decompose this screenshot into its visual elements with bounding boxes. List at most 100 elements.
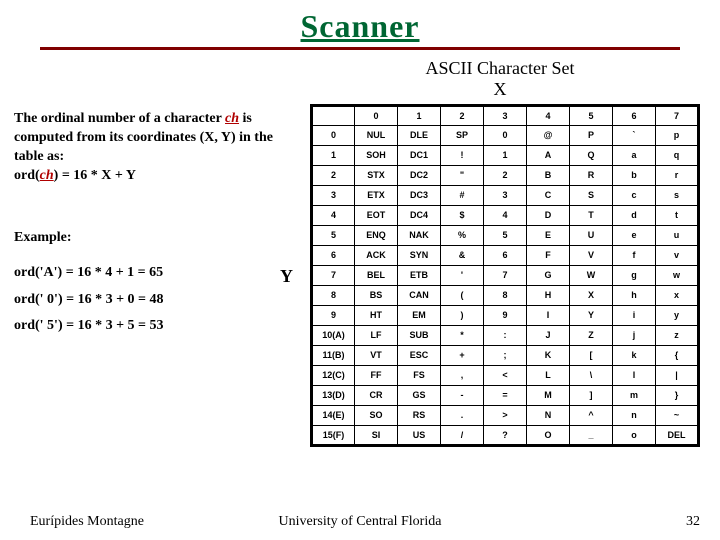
table-cell: X [570,286,613,306]
table-cell: ` [613,126,656,146]
table-cell: ^ [570,406,613,426]
table-row: 2STXDC2"2BRbr [312,166,699,186]
title-area: Scanner [0,0,720,50]
table-cell: N [527,406,570,426]
table-cell: % [441,226,484,246]
table-row: 1SOHDC1!1AQaq [312,146,699,166]
example-3: ord(' 5') = 16 * 3 + 5 = 53 [14,313,164,340]
table-row: 3ETXDC3#3CScs [312,186,699,206]
table-cell: - [441,386,484,406]
table-cell: Q [570,146,613,166]
table-row: 13(D)CRGS-=M]m} [312,386,699,406]
table-cell: ETB [398,266,441,286]
table-cell: NUL [355,126,398,146]
row-header: 2 [312,166,355,186]
table-cell: ENQ [355,226,398,246]
table-cell: A [527,146,570,166]
subtitle-line1: ASCII Character Set [310,58,690,79]
table-cell: $ [441,206,484,226]
table-cell: SOH [355,146,398,166]
table-cell: 4 [484,206,527,226]
table-cell: v [656,246,699,266]
table-cell: | [656,366,699,386]
table-cell: [ [570,346,613,366]
table-cell: H [527,286,570,306]
table-cell: O [527,426,570,446]
table-cell: < [484,366,527,386]
table-cell: F [527,246,570,266]
table-row: 4EOTDC4$4DTdt [312,206,699,226]
table-cell: _ [570,426,613,446]
table-cell: DC2 [398,166,441,186]
table-cell: 0 [484,126,527,146]
table-cell: 5 [484,226,527,246]
table-cell: EOT [355,206,398,226]
table-cell: E [527,226,570,246]
table-cell: FS [398,366,441,386]
footer-center: University of Central Florida [0,514,720,530]
table-cell: STX [355,166,398,186]
row-header: 0 [312,126,355,146]
table-cell: V [570,246,613,266]
row-header: 14(E) [312,406,355,426]
table-cell: DLE [398,126,441,146]
page-title: Scanner [0,8,720,45]
explanation-text: The ordinal number of a character ch is … [14,110,304,186]
subtitle-line2: X [310,79,690,100]
table-cell: SP [441,126,484,146]
table-cell: # [441,186,484,206]
table-cell: y [656,306,699,326]
table-cell: ' [441,266,484,286]
table-cell: } [656,386,699,406]
table-cell: P [570,126,613,146]
table-cell: D [527,206,570,226]
explain-part1: The ordinal number of a character [14,111,225,126]
example-label: Example: [14,230,72,246]
examples-block: ord('A') = 16 * 4 + 1 = 65 ord(' 0') = 1… [14,260,164,340]
table-cell: W [570,266,613,286]
table-cell: VT [355,346,398,366]
table-cell: ) [441,306,484,326]
table-cell: \ [570,366,613,386]
table-cell: GS [398,386,441,406]
subtitle-block: ASCII Character Set X [310,58,690,100]
row-header: 8 [312,286,355,306]
table-row: 8BSCAN(8HXhx [312,286,699,306]
table-cell: d [613,206,656,226]
table-cell: DC4 [398,206,441,226]
col-header: 5 [570,106,613,126]
table-cell: SI [355,426,398,446]
table-cell: U [570,226,613,246]
formula-part1: ord( [14,168,40,183]
table-row: 9HTEM)9IYiy [312,306,699,326]
table-row: 14(E)SORS.>N^n~ [312,406,699,426]
row-header: 3 [312,186,355,206]
title-underline [40,47,680,50]
table-cell: SO [355,406,398,426]
table-cell: h [613,286,656,306]
table-cell: ETX [355,186,398,206]
table-cell: . [441,406,484,426]
table-cell: { [656,346,699,366]
table-cell: m [613,386,656,406]
table-cell: K [527,346,570,366]
table-corner [312,106,355,126]
table-cell: u [656,226,699,246]
table-cell: t [656,206,699,226]
table-cell: = [484,386,527,406]
table-cell: CAN [398,286,441,306]
col-header: 3 [484,106,527,126]
row-header: 10(A) [312,326,355,346]
footer-page-number: 32 [686,514,700,530]
table-cell: z [656,326,699,346]
col-header: 6 [613,106,656,126]
table-cell: Y [570,306,613,326]
formula-ch: ch [40,168,54,183]
table-cell: BEL [355,266,398,286]
table-cell: C [527,186,570,206]
table-cell: ! [441,146,484,166]
table-row: 12(C)FFFS,<L\l| [312,366,699,386]
table-header-row: 0 1 2 3 4 5 6 7 [312,106,699,126]
table-cell: B [527,166,570,186]
table-cell: T [570,206,613,226]
